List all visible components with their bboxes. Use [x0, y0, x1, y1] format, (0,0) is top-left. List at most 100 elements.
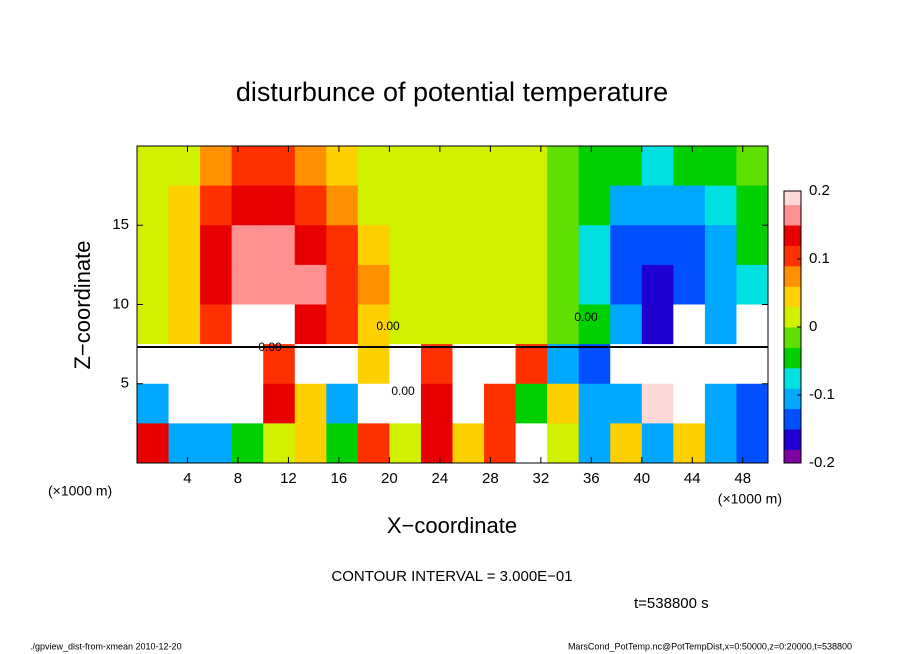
cell: [420, 423, 453, 464]
y-tick-label: 15: [112, 216, 129, 233]
x-unit: (×1000 m): [48, 483, 112, 499]
x-tick-label: 20: [381, 470, 398, 487]
cell: [736, 344, 769, 385]
colorbar-step: [784, 381, 801, 389]
footer: MarsCond_PotTemp.nc@PotTempDist,x=0:5000…: [568, 641, 852, 651]
time-label: t=538800 s: [634, 595, 709, 612]
colorbar-step: [784, 374, 801, 382]
cell: [641, 304, 674, 345]
cell: [137, 185, 170, 226]
cell: [231, 304, 264, 345]
cell: [137, 146, 170, 187]
cell: [547, 344, 580, 385]
cell: [357, 225, 390, 266]
cell: [294, 383, 327, 424]
cell: [420, 264, 453, 305]
colorbar-step: [784, 429, 801, 437]
cell: [137, 423, 170, 464]
cell: [263, 185, 296, 226]
cell: [673, 185, 706, 226]
cell: [168, 264, 201, 305]
contour-interval: CONTOUR INTERVAL = 3.000E−01: [331, 568, 572, 585]
cell: [641, 146, 674, 187]
colorbar-step: [784, 279, 801, 287]
colorbar-step: [784, 204, 801, 212]
cell: [484, 383, 517, 424]
cell: [484, 304, 517, 345]
cell: [704, 344, 737, 385]
cell: [704, 185, 737, 226]
cell: [641, 225, 674, 266]
cell: [389, 423, 422, 464]
cell: [578, 185, 611, 226]
cell: [231, 423, 264, 464]
cell: [137, 264, 170, 305]
cell: [452, 185, 485, 226]
cell: [137, 304, 170, 345]
cell: [200, 423, 233, 464]
cell: [610, 304, 643, 345]
cell: [736, 383, 769, 424]
cell: [420, 185, 453, 226]
cell: [641, 423, 674, 464]
cell: [326, 304, 359, 345]
cell: [326, 423, 359, 464]
cell: [673, 344, 706, 385]
colorbar-step: [784, 286, 801, 294]
cell: [168, 383, 201, 424]
cell: [263, 264, 296, 305]
contour-label: 0.00: [574, 310, 598, 324]
x-tick-label: 32: [532, 470, 549, 487]
cell: [137, 383, 170, 424]
x-unit: (×1000 m): [718, 491, 782, 507]
colorbar-step: [784, 408, 801, 416]
cell: [294, 423, 327, 464]
x-tick-label: 8: [234, 470, 242, 487]
x-tick-label: 4: [183, 470, 191, 487]
cell: [452, 264, 485, 305]
cell: [263, 344, 296, 385]
cell: [168, 423, 201, 464]
cell: [736, 146, 769, 187]
cell: [578, 146, 611, 187]
cell: [452, 383, 485, 424]
cell: [420, 304, 453, 345]
cell: [326, 383, 359, 424]
cell: [200, 185, 233, 226]
cell: [420, 344, 453, 385]
cell: [357, 344, 390, 385]
colorbar-step: [784, 299, 801, 308]
colorbar-step: [784, 191, 801, 199]
cell: [326, 264, 359, 305]
cell: [326, 344, 359, 385]
cell: [231, 185, 264, 226]
colorbar-step: [784, 456, 801, 464]
x-tick-label: 40: [633, 470, 650, 487]
cell: [389, 304, 422, 345]
x-tick-label: 36: [583, 470, 600, 487]
cell: [168, 185, 201, 226]
footer: ./gpview_dist-from-xmean 2010-12-20: [30, 641, 182, 651]
cell: [389, 383, 422, 424]
cell: [547, 146, 580, 187]
cell: [231, 344, 264, 385]
colorbar-step: [784, 293, 801, 301]
y-tick-label: 10: [112, 295, 129, 312]
cell: [389, 225, 422, 266]
cell: [610, 225, 643, 266]
colorbar-step: [784, 327, 801, 335]
colorbar-step: [784, 340, 801, 348]
cell: [610, 146, 643, 187]
cell: [200, 383, 233, 424]
cell: [137, 225, 170, 266]
cell: [610, 185, 643, 226]
colorbar-step: [784, 449, 801, 457]
colorbar-step: [784, 354, 801, 362]
cell: [357, 146, 390, 187]
colorbar-step: [784, 225, 801, 233]
cell: [357, 264, 390, 305]
x-tick-label: 24: [432, 470, 449, 487]
cell: [326, 146, 359, 187]
cell: [357, 383, 390, 424]
colorbar-step: [784, 306, 801, 314]
